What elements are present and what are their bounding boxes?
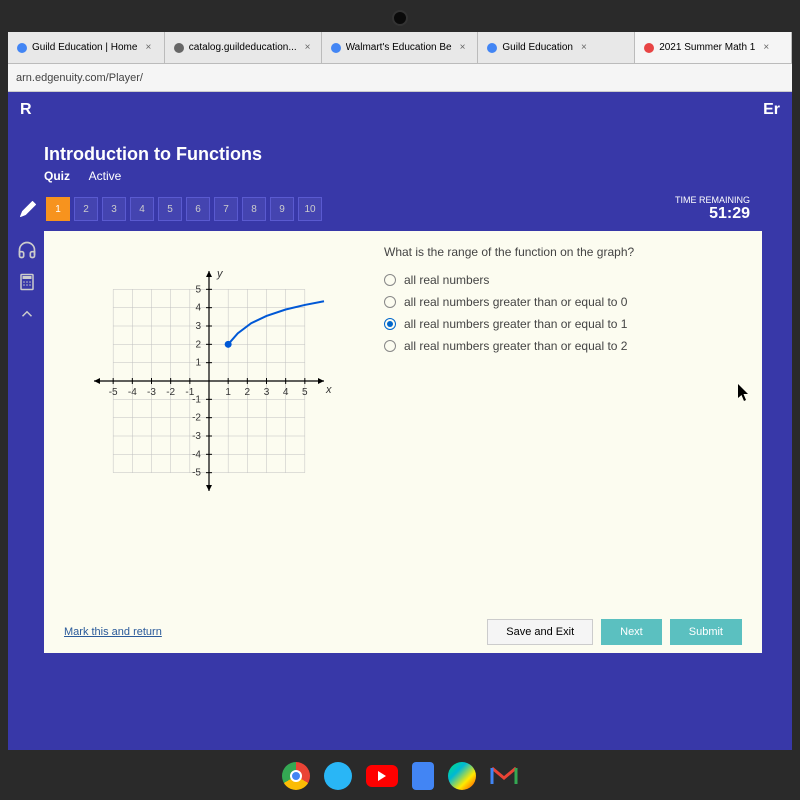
gmail-icon[interactable] xyxy=(490,762,518,790)
nav-left: R xyxy=(20,101,32,119)
close-icon[interactable]: × xyxy=(305,42,311,53)
option-label: all real numbers greater than or equal t… xyxy=(404,295,627,309)
svg-text:1: 1 xyxy=(225,387,231,398)
favicon-icon xyxy=(643,42,655,54)
save-exit-button[interactable]: Save and Exit xyxy=(487,619,593,645)
calculator-icon[interactable] xyxy=(16,271,38,293)
tab-label: Guild Education xyxy=(502,42,573,53)
quiz-status: Active xyxy=(89,169,122,183)
option-label: all real numbers greater than or equal t… xyxy=(404,339,627,353)
svg-text:5: 5 xyxy=(195,284,201,295)
answer-option[interactable]: all real numbers greater than or equal t… xyxy=(384,295,742,309)
webcam xyxy=(392,10,408,26)
tab-label: 2021 Summer Math 1 xyxy=(659,42,755,53)
svg-text:5: 5 xyxy=(302,387,308,398)
nav-right: Er xyxy=(763,101,780,119)
svg-text:y: y xyxy=(216,268,224,280)
browser-tab[interactable]: Guild Education | Home × xyxy=(8,32,165,63)
question-toolbar: 12345678910 TIME REMAINING 51:29 xyxy=(8,191,762,231)
close-icon[interactable]: × xyxy=(460,42,466,53)
svg-text:-1: -1 xyxy=(192,394,201,405)
quiz-title: Introduction to Functions xyxy=(44,144,762,165)
svg-text:2: 2 xyxy=(195,339,201,350)
url-text: arn.edgenuity.com/Player/ xyxy=(16,72,143,84)
radio-icon[interactable] xyxy=(384,296,396,308)
pencil-icon xyxy=(20,201,36,217)
svg-text:4: 4 xyxy=(283,387,289,398)
close-icon[interactable]: × xyxy=(145,42,151,53)
answer-option[interactable]: all real numbers xyxy=(384,273,742,287)
favicon-icon xyxy=(330,42,342,54)
coordinate-graph: -5-4-3-2-112345-5-4-3-2-112345xy xyxy=(64,241,354,521)
timer-label: TIME REMAINING xyxy=(675,195,750,205)
svg-text:-2: -2 xyxy=(166,387,175,398)
graph-area: -5-4-3-2-112345-5-4-3-2-112345xy xyxy=(44,231,374,611)
address-bar[interactable]: arn.edgenuity.com/Player/ xyxy=(8,64,792,92)
svg-text:-5: -5 xyxy=(192,468,201,479)
favicon-icon xyxy=(173,42,185,54)
svg-text:-4: -4 xyxy=(192,449,201,460)
app-navbar: R Er xyxy=(8,92,792,128)
browser-tab[interactable]: 2021 Summer Math 1 × xyxy=(635,32,792,63)
question-number-10[interactable]: 10 xyxy=(298,197,322,221)
tab-label: Guild Education | Home xyxy=(32,42,137,53)
svg-text:x: x xyxy=(325,384,332,396)
dock xyxy=(282,762,518,790)
browser-tabs: Guild Education | Home×catalog.guildeduc… xyxy=(8,32,792,64)
svg-text:2: 2 xyxy=(245,387,251,398)
youtube-icon[interactable] xyxy=(366,765,398,787)
timer: TIME REMAINING 51:29 xyxy=(675,195,750,223)
question-number-9[interactable]: 9 xyxy=(270,197,294,221)
radio-icon[interactable] xyxy=(384,340,396,352)
answer-option[interactable]: all real numbers greater than or equal t… xyxy=(384,317,742,331)
collapse-icon[interactable] xyxy=(16,303,38,325)
app-icon-blue[interactable] xyxy=(324,762,352,790)
question-number-6[interactable]: 6 xyxy=(186,197,210,221)
question-number-2[interactable]: 2 xyxy=(74,197,98,221)
quiz-type: Quiz xyxy=(44,169,70,183)
question-number-8[interactable]: 8 xyxy=(242,197,266,221)
favicon-icon xyxy=(486,42,498,54)
favicon-icon xyxy=(16,42,28,54)
svg-text:-2: -2 xyxy=(192,413,201,424)
svg-text:-3: -3 xyxy=(192,431,201,442)
submit-button[interactable]: Submit xyxy=(670,619,742,645)
svg-text:1: 1 xyxy=(195,358,201,369)
question-number-5[interactable]: 5 xyxy=(158,197,182,221)
question-number-1[interactable]: 1 xyxy=(46,197,70,221)
headphones-icon[interactable] xyxy=(16,239,38,261)
next-button[interactable]: Next xyxy=(601,619,662,645)
quiz-header: Introduction to Functions Quiz Active xyxy=(8,144,762,191)
question-number-3[interactable]: 3 xyxy=(102,197,126,221)
play-icon[interactable] xyxy=(448,762,476,790)
tab-label: catalog.guildeducation... xyxy=(189,42,297,53)
svg-text:-5: -5 xyxy=(109,387,118,398)
close-icon[interactable]: × xyxy=(763,42,769,53)
svg-text:-3: -3 xyxy=(147,387,156,398)
close-icon[interactable]: × xyxy=(581,42,587,53)
radio-icon[interactable] xyxy=(384,318,396,330)
cursor-icon xyxy=(738,384,752,402)
option-label: all real numbers greater than or equal t… xyxy=(404,317,627,331)
svg-text:-4: -4 xyxy=(128,387,137,398)
mark-return-link[interactable]: Mark this and return xyxy=(64,626,162,638)
option-label: all real numbers xyxy=(404,273,489,287)
question-text: What is the range of the function on the… xyxy=(384,245,742,259)
radio-icon[interactable] xyxy=(384,274,396,286)
browser-tab[interactable]: Guild Education × xyxy=(478,32,635,63)
chrome-icon[interactable] xyxy=(282,762,310,790)
answer-option[interactable]: all real numbers greater than or equal t… xyxy=(384,339,742,353)
tab-label: Walmart's Education Be xyxy=(346,42,452,53)
svg-text:3: 3 xyxy=(195,321,201,332)
svg-text:3: 3 xyxy=(264,387,270,398)
timer-value: 51:29 xyxy=(675,205,750,223)
question-number-7[interactable]: 7 xyxy=(214,197,238,221)
browser-tab[interactable]: catalog.guildeducation... × xyxy=(165,32,322,63)
svg-text:4: 4 xyxy=(195,303,201,314)
docs-icon[interactable] xyxy=(412,762,434,790)
question-number-4[interactable]: 4 xyxy=(130,197,154,221)
browser-tab[interactable]: Walmart's Education Be × xyxy=(322,32,479,63)
